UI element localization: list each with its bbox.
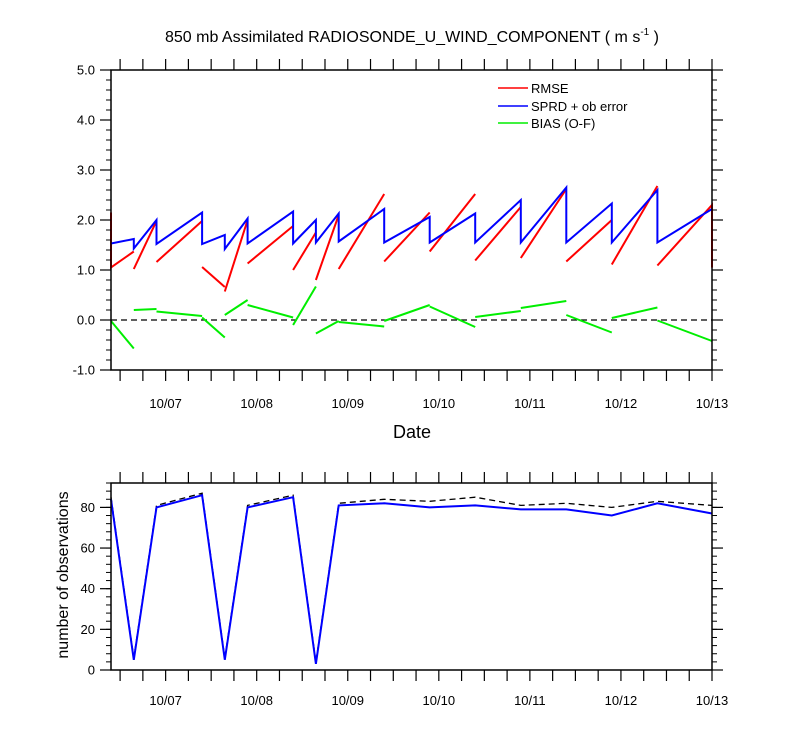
series-rmse-segment-11 [474, 206, 522, 262]
bottom-xtick-label: 10/13 [696, 693, 729, 708]
series-bias-o-f-segment-3 [201, 316, 226, 339]
x-axis-label: Date [393, 422, 431, 442]
series-bias-o-f-segment-4 [224, 299, 249, 316]
top-xtick-label: 10/12 [605, 396, 638, 411]
top-ytick-label: 4.0 [77, 113, 95, 128]
series-bias-o-f-segment-12 [520, 300, 567, 309]
bottom-ytick-label: 60 [81, 541, 95, 556]
legend: RMSE SPRD + ob error BIAS (O-F) [498, 81, 628, 131]
series-rmse-segment-13 [565, 219, 613, 263]
top-ytick-label: 5.0 [77, 63, 95, 78]
series-rmse-segment-1 [132, 220, 158, 270]
bottom-xtick-label: 10/11 [514, 693, 546, 708]
top-xtick-label: 10/10 [423, 396, 456, 411]
series-rmse-segment-8 [337, 193, 386, 270]
series-rmse-segment-10 [428, 193, 476, 253]
bottom-xtick-label: 10/12 [605, 693, 638, 708]
series-bias-o-f-segment-9 [383, 304, 431, 322]
series-bias-o-f-segment-1 [133, 308, 157, 311]
bottom-axes: 0 20 40 60 80 10/07 10/08 10/09 10/10 10/11 10/12 1… [81, 472, 729, 708]
series-bias-o-f-segment-7 [315, 320, 340, 335]
series-used-line [110, 493, 713, 665]
series-rmse-segment-3 [201, 266, 226, 288]
bottom-ytick-label: 0 [88, 663, 95, 678]
series-rmse-segment-12 [519, 188, 568, 259]
top-series-layer [110, 184, 713, 350]
top-axes: -1.0 0.0 1.0 2.0 3.0 4.0 5.0 10/07 10/08 10/09 10/… [73, 59, 729, 411]
top-xtick-label: 10/07 [149, 396, 182, 411]
series-bias-o-f-segment-14 [611, 306, 658, 319]
series-bias-o-f-segment-0 [110, 320, 135, 350]
bottom-ytick-label: 20 [81, 622, 95, 637]
series-rmse-segment-4 [223, 219, 249, 292]
series-bias-o-f-segment-6 [292, 285, 317, 326]
bottom-panel: 0 20 40 60 80 10/07 10/08 10/09 10/10 10/11 10/12 1… [55, 472, 728, 708]
bottom-xtick-label: 10/10 [423, 693, 456, 708]
bottom-ytick-label: 40 [81, 581, 95, 596]
series-rmse-segment-2 [155, 220, 203, 263]
legend-rmse-label: RMSE [531, 81, 569, 96]
top-xtick-label: 10/08 [240, 396, 273, 411]
top-ytick-label: 3.0 [77, 163, 95, 178]
series-sprd-ob-error-segment-0 [110, 184, 713, 253]
chart-title: 850 mb Assimilated RADIOSONDE_U_WIND_COM… [165, 27, 659, 46]
top-xtick-label: 10/09 [331, 396, 364, 411]
series-bias-o-f-segment-13 [565, 314, 613, 334]
legend-bias-label: BIAS (O-F) [531, 116, 595, 131]
top-ytick-label: 2.0 [77, 213, 95, 228]
bottom-xtick-label: 10/07 [149, 693, 182, 708]
top-xtick-label: 10/11 [514, 396, 546, 411]
bottom-xtick-label: 10/09 [331, 693, 364, 708]
bottom-plot-frame [110, 482, 713, 671]
top-panel: 850 mb Assimilated RADIOSONDE_U_WIND_COM… [73, 27, 729, 442]
series-possible-line [110, 492, 713, 662]
bottom-ytick-label: 80 [81, 500, 95, 515]
series-bias-o-f-segment-8 [338, 321, 385, 328]
top-xtick-label: 10/13 [696, 396, 729, 411]
bottom-series-layer [110, 492, 713, 665]
series-rmse-segment-5 [246, 225, 294, 265]
series-bias-o-f-segment-5 [247, 304, 294, 319]
series-rmse-segment-6 [292, 231, 317, 271]
top-ytick-label: 0.0 [77, 313, 95, 328]
series-bias-o-f-segment-15 [657, 319, 713, 342]
top-ytick-label: 1.0 [77, 263, 95, 278]
top-ytick-label: -1.0 [73, 363, 95, 378]
bottom-xtick-label: 10/08 [240, 693, 273, 708]
series-bias-o-f-segment-2 [156, 310, 203, 317]
series-bias-o-f-segment-11 [475, 310, 521, 318]
series-bias-o-f-segment-10 [429, 305, 476, 328]
y-axis-label-observations: number of observations [55, 491, 72, 658]
series-rmse-segment-7 [314, 214, 340, 281]
legend-sprd-label: SPRD + ob error [531, 99, 628, 114]
